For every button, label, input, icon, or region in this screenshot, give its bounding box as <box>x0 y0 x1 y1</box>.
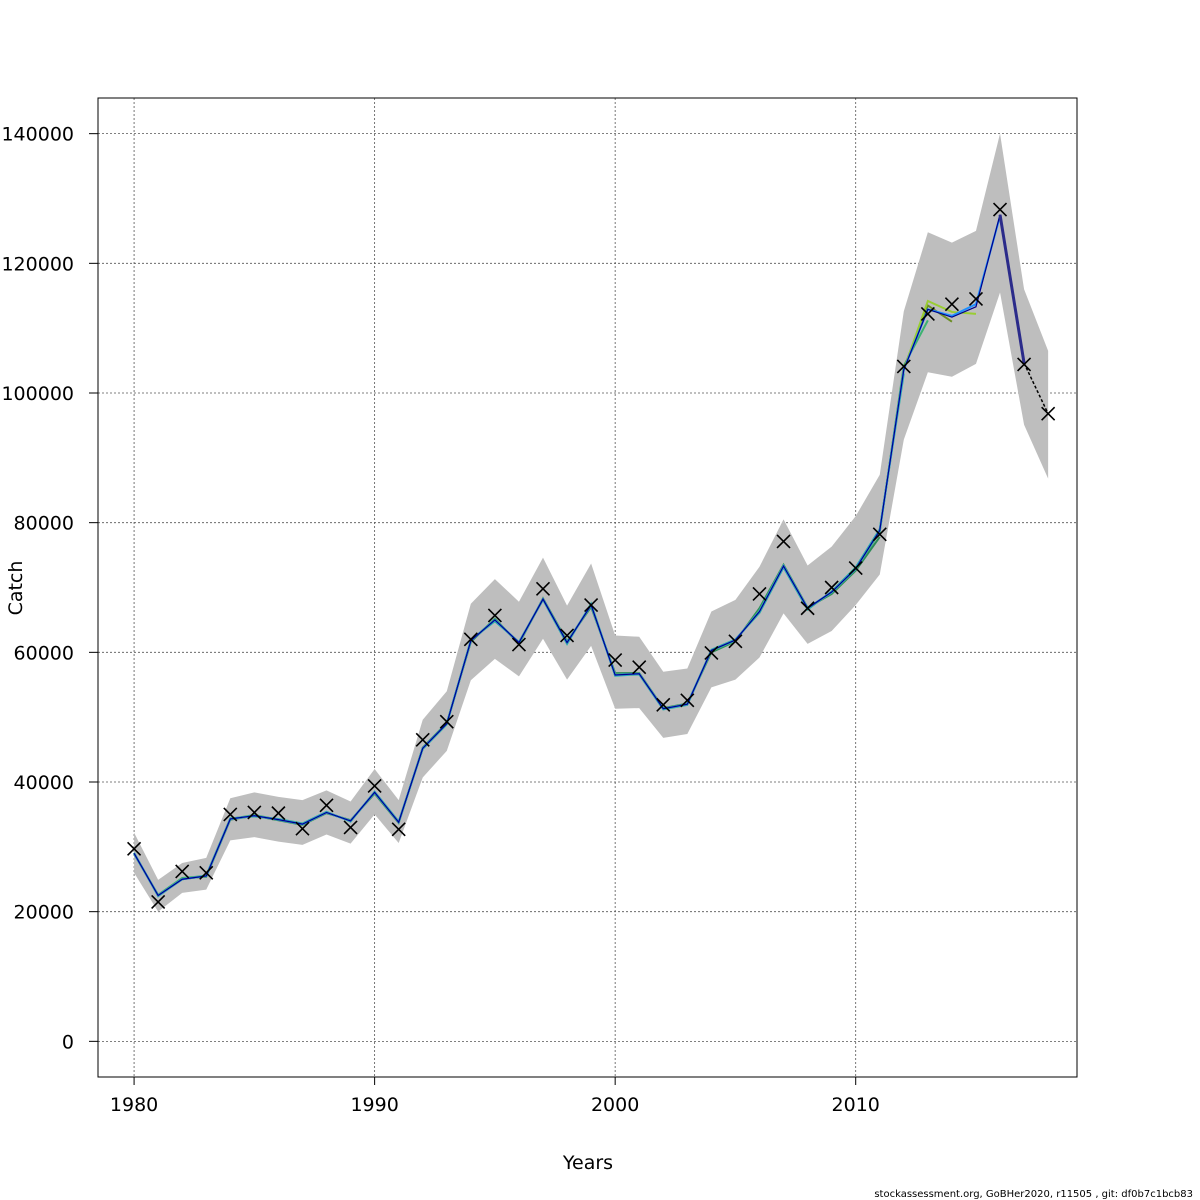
observed-point <box>415 732 430 747</box>
observed-point <box>391 822 406 837</box>
observed-point <box>223 807 238 822</box>
y-tick-label: 20000 <box>14 902 74 924</box>
x-tick-label: 1980 <box>110 1094 158 1116</box>
observed-point <box>487 608 502 623</box>
forecast-line <box>1023 362 1049 415</box>
observed-point <box>968 291 984 307</box>
observed-point <box>896 359 911 374</box>
y-tick-label: 80000 <box>14 513 74 535</box>
observed-point <box>992 202 1008 217</box>
observed-point <box>367 778 382 793</box>
observed-point <box>151 894 166 910</box>
y-tick-label: 0 <box>62 1031 74 1053</box>
plot-frame <box>97 97 1078 1078</box>
observed-point <box>535 581 551 596</box>
observed-point <box>920 306 935 321</box>
confidence-band <box>134 133 1049 912</box>
observed-point <box>247 805 262 820</box>
observed-point <box>271 806 286 821</box>
observed-points <box>127 202 1056 910</box>
estimate-line <box>133 214 1025 897</box>
observed-point <box>608 653 623 668</box>
observed-point <box>584 597 599 613</box>
y-axis: 0 20000 40000 60000 80000 100000 120000 140000 <box>1 124 98 1053</box>
y-axis-title: Catch <box>5 561 27 616</box>
observed-point <box>728 634 743 649</box>
observed-point <box>559 628 575 643</box>
observed-point <box>1017 357 1032 372</box>
observed-point <box>680 693 695 708</box>
observed-point <box>439 714 454 729</box>
observed-point <box>463 632 478 647</box>
observed-point <box>343 820 358 835</box>
x-axis-title: Years <box>562 1152 613 1174</box>
observed-point <box>944 297 959 312</box>
y-tick-label: 100000 <box>1 383 74 405</box>
observed-point <box>848 560 863 576</box>
observed-point <box>824 580 839 595</box>
observed-point <box>319 798 334 813</box>
observed-point <box>800 601 815 616</box>
observed-point <box>199 865 214 880</box>
y-tick-label: 120000 <box>1 253 74 275</box>
y-tick-label: 40000 <box>14 772 74 794</box>
observed-point <box>1041 406 1056 421</box>
observed-point <box>295 821 310 836</box>
observed-point <box>752 586 767 602</box>
footer-credit: stockassessment.org, GoBHer2020, r11505 … <box>874 1189 1193 1200</box>
x-axis: 1980 1990 2000 2010 <box>110 1077 880 1116</box>
confidence-band-area <box>134 133 1049 912</box>
x-tick-label: 2000 <box>591 1094 639 1116</box>
observed-point <box>872 527 887 542</box>
observed-point <box>127 841 142 856</box>
observed-point <box>175 864 190 879</box>
y-tick-label: 140000 <box>1 124 74 146</box>
observed-point <box>776 534 791 549</box>
observed-point <box>632 660 647 675</box>
observed-point <box>656 697 671 712</box>
x-tick-label: 1990 <box>350 1094 398 1116</box>
observed-point <box>704 645 719 661</box>
estimate-tail-line <box>998 214 1026 364</box>
y-tick-label: 60000 <box>14 642 74 664</box>
x-tick-label: 2010 <box>832 1094 880 1116</box>
observed-point <box>511 637 527 652</box>
